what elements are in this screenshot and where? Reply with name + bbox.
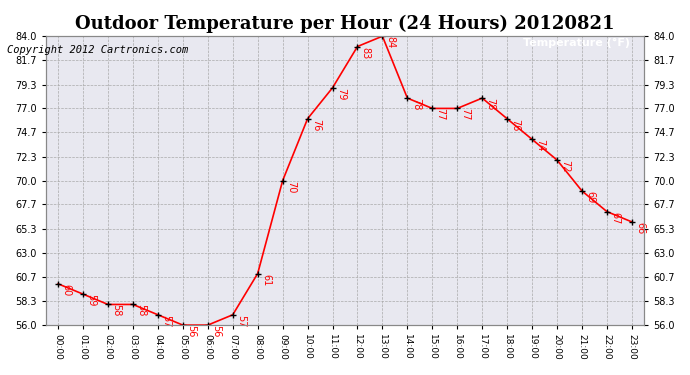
- Text: 78: 78: [486, 98, 495, 111]
- Text: Temperature (°F): Temperature (°F): [522, 38, 630, 48]
- Text: 76: 76: [311, 119, 321, 131]
- Text: 58: 58: [137, 304, 146, 317]
- Text: 58: 58: [111, 304, 121, 317]
- Text: 77: 77: [435, 108, 446, 121]
- Text: 77: 77: [461, 108, 471, 121]
- Text: 72: 72: [560, 160, 571, 172]
- Text: 61: 61: [261, 273, 271, 286]
- Text: 66: 66: [635, 222, 645, 234]
- Text: 74: 74: [535, 140, 545, 152]
- Text: Copyright 2012 Cartronics.com: Copyright 2012 Cartronics.com: [7, 45, 188, 55]
- Text: 69: 69: [585, 191, 595, 203]
- Text: 56: 56: [211, 325, 221, 338]
- Text: 56: 56: [186, 325, 196, 338]
- Text: 59: 59: [86, 294, 97, 306]
- Text: 70: 70: [286, 181, 296, 193]
- Text: 57: 57: [236, 315, 246, 327]
- Text: 83: 83: [361, 46, 371, 59]
- Text: 60: 60: [61, 284, 72, 296]
- Title: Outdoor Temperature per Hour (24 Hours) 20120821: Outdoor Temperature per Hour (24 Hours) …: [75, 15, 615, 33]
- Text: 67: 67: [610, 211, 620, 224]
- Text: 57: 57: [161, 315, 171, 327]
- Text: 78: 78: [411, 98, 421, 111]
- Text: 79: 79: [336, 88, 346, 100]
- Text: 84: 84: [386, 36, 396, 48]
- Text: 76: 76: [511, 119, 520, 131]
